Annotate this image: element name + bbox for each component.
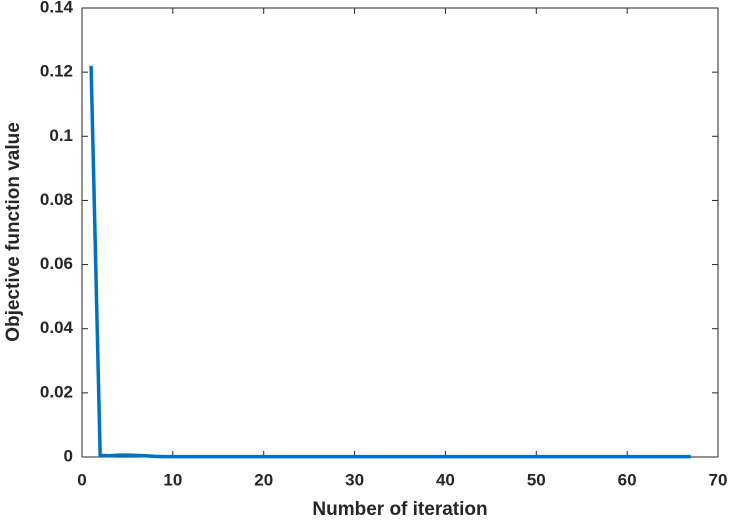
y-tick-label: 0.08 bbox=[40, 190, 73, 209]
y-tick-label: 0.14 bbox=[40, 0, 74, 16]
x-tick-label: 40 bbox=[436, 470, 455, 489]
y-tick-label: 0.1 bbox=[49, 126, 73, 145]
y-tick-label: 0.06 bbox=[40, 254, 73, 273]
y-tick-label: 0.04 bbox=[40, 318, 74, 337]
x-tick-label: 60 bbox=[618, 470, 637, 489]
y-axis-label: Objective function value bbox=[3, 122, 24, 342]
x-tick-label: 20 bbox=[254, 470, 273, 489]
axes-box bbox=[81, 7, 719, 458]
y-tick-label: 0.02 bbox=[40, 382, 73, 401]
y-tick-label: 0.12 bbox=[40, 62, 73, 81]
x-tick-label: 10 bbox=[163, 470, 182, 489]
x-tick-label: 50 bbox=[527, 470, 546, 489]
data-line bbox=[89, 65, 691, 459]
x-axis-label: Number of iteration bbox=[312, 499, 487, 520]
x-tick-label: 0 bbox=[77, 470, 86, 489]
x-tick-label: 30 bbox=[345, 470, 364, 489]
y-tick-label: 0 bbox=[64, 446, 73, 465]
x-tick-label: 70 bbox=[709, 470, 728, 489]
